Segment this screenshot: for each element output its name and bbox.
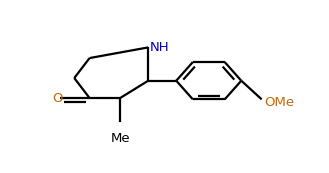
Text: O: O (52, 92, 63, 104)
Text: NH: NH (149, 41, 169, 54)
Text: Me: Me (110, 132, 130, 145)
Text: OMe: OMe (264, 95, 294, 108)
